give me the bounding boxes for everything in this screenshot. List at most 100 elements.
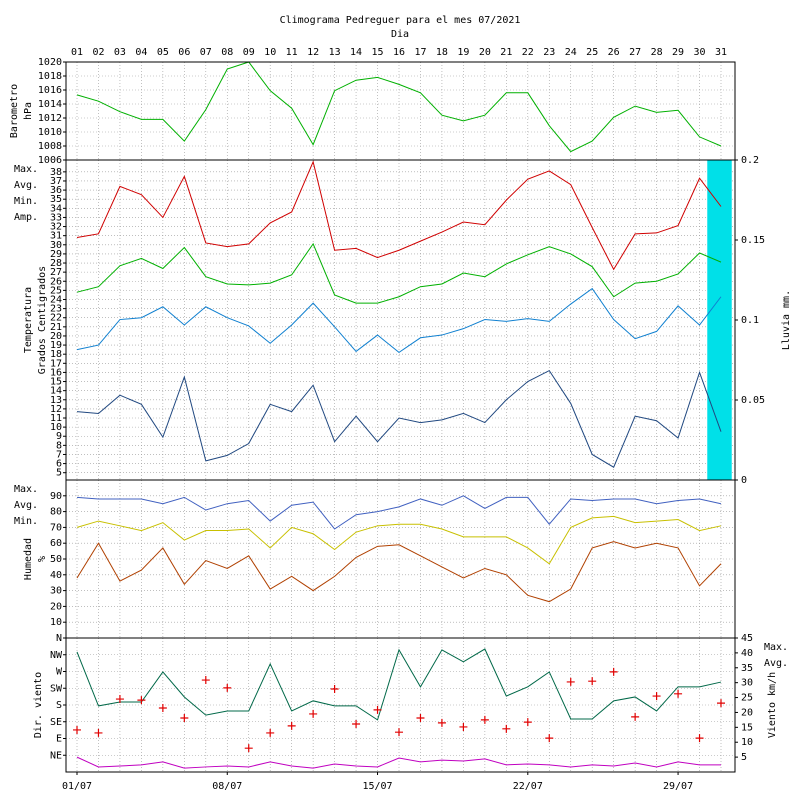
day-label: 01 — [71, 47, 83, 58]
day-label: 28 — [651, 47, 663, 58]
x-tick-label: 01/07 — [62, 781, 92, 792]
day-label: 29 — [672, 47, 684, 58]
y-tick-label: 60 — [50, 538, 62, 549]
y-tick-label: 1006 — [38, 155, 62, 166]
y-tick-label: 14 — [50, 386, 62, 397]
legend-label: Min. — [14, 196, 38, 207]
y-tick-label: 33 — [50, 212, 62, 223]
series-line — [76, 495, 722, 530]
y2-tick-label: 0.05 — [741, 395, 765, 406]
y-tick-label: 5 — [56, 468, 62, 479]
day-label: 17 — [414, 47, 426, 58]
y-tick-label: 70 — [50, 522, 62, 533]
series-line — [76, 648, 722, 721]
day-label: 08 — [221, 47, 233, 58]
direction-marker — [502, 724, 511, 733]
direction-marker — [459, 722, 468, 731]
day-label: 22 — [522, 47, 534, 58]
direction-marker — [94, 728, 103, 737]
y2-tick-label: 25 — [741, 693, 753, 704]
y-tick-label: NW — [50, 650, 63, 661]
y2-tick-label: 40 — [741, 648, 753, 659]
y-tick-label: 20 — [50, 601, 62, 612]
direction-marker — [566, 677, 575, 686]
y2-tick-label: 0 — [741, 475, 747, 486]
legend-label: Max. — [14, 164, 38, 175]
y-tick-label: 1014 — [38, 99, 62, 110]
direction-marker — [287, 721, 296, 730]
day-label: 10 — [264, 47, 276, 58]
y-tick-label: 6 — [56, 459, 62, 470]
direction-marker — [309, 709, 318, 718]
series-line — [76, 61, 722, 153]
y-axis-label: % — [37, 556, 48, 562]
series-line — [76, 369, 722, 468]
y-tick-label: 32 — [50, 222, 62, 233]
direction-marker — [137, 696, 146, 705]
y-axis-label: Dir. viento — [33, 672, 44, 738]
y-tick-label: 13 — [50, 395, 62, 406]
y-tick-label: 22 — [50, 313, 62, 324]
direction-marker — [545, 734, 554, 743]
direction-marker — [588, 677, 597, 686]
direction-marker — [244, 744, 253, 753]
x-tick-label: 08/07 — [212, 781, 242, 792]
day-label: 12 — [307, 47, 319, 58]
y-tick-label: 38 — [50, 167, 62, 178]
x-tick-label: 15/07 — [362, 781, 392, 792]
day-label: 31 — [715, 47, 727, 58]
day-label: 04 — [135, 47, 147, 58]
chart-subtitle: Dia — [391, 29, 409, 40]
series-line — [76, 287, 722, 353]
day-label: 18 — [436, 47, 448, 58]
y-tick-label: N — [56, 633, 62, 644]
y-tick-label: 37 — [50, 176, 62, 187]
direction-marker — [352, 719, 361, 728]
direction-marker — [158, 703, 167, 712]
y-tick-label: 25 — [50, 285, 62, 296]
y-tick-label: 10 — [50, 617, 62, 628]
y-tick-label: 1010 — [38, 127, 62, 138]
x-tick-label: 22/07 — [513, 781, 543, 792]
direction-marker — [631, 712, 640, 721]
direction-marker — [480, 715, 489, 724]
y-tick-label: 19 — [50, 340, 62, 351]
direction-marker — [223, 683, 232, 692]
direction-marker — [416, 714, 425, 723]
y-tick-label: 30 — [50, 240, 62, 251]
panel-frame — [65, 637, 736, 773]
y2-tick-label: 0.2 — [741, 155, 759, 166]
legend-label: Amp. — [14, 212, 38, 223]
y2-tick-label: 10 — [741, 737, 753, 748]
y-axis-label: Grados Centigrados — [37, 266, 48, 374]
y-tick-label: SE — [50, 717, 62, 728]
day-label: 13 — [329, 47, 341, 58]
chart-title: Climograma Pedreguer para el mes 07/2021 — [280, 15, 521, 26]
day-label: 09 — [243, 47, 255, 58]
y2-tick-label: 30 — [741, 678, 753, 689]
y-tick-label: 1016 — [38, 85, 62, 96]
y2-axis-label: Viento km/h — [767, 672, 778, 738]
y-tick-label: 23 — [50, 304, 62, 315]
y-tick-label: 35 — [50, 194, 62, 205]
y-tick-label: 1012 — [38, 113, 62, 124]
direction-marker — [266, 728, 275, 737]
direction-marker — [437, 718, 446, 727]
direction-marker — [330, 684, 339, 693]
y-axis-label: Barometro — [9, 84, 20, 138]
y-tick-label: 15 — [50, 377, 62, 388]
y-tick-label: 7 — [56, 449, 62, 460]
y-tick-label: SW — [50, 683, 63, 694]
rain-bar — [707, 160, 732, 480]
day-label: 15 — [372, 47, 384, 58]
y2-tick-label: 35 — [741, 663, 753, 674]
day-label: 11 — [286, 47, 298, 58]
direction-marker — [73, 725, 81, 734]
series-line — [76, 756, 721, 769]
y2-tick-label: 45 — [741, 633, 753, 644]
y-tick-label: 21 — [50, 322, 62, 333]
y2-tick-label: 0.15 — [741, 235, 765, 246]
y-tick-label: 24 — [50, 294, 62, 305]
y-axis-label: Humedad — [23, 538, 34, 580]
